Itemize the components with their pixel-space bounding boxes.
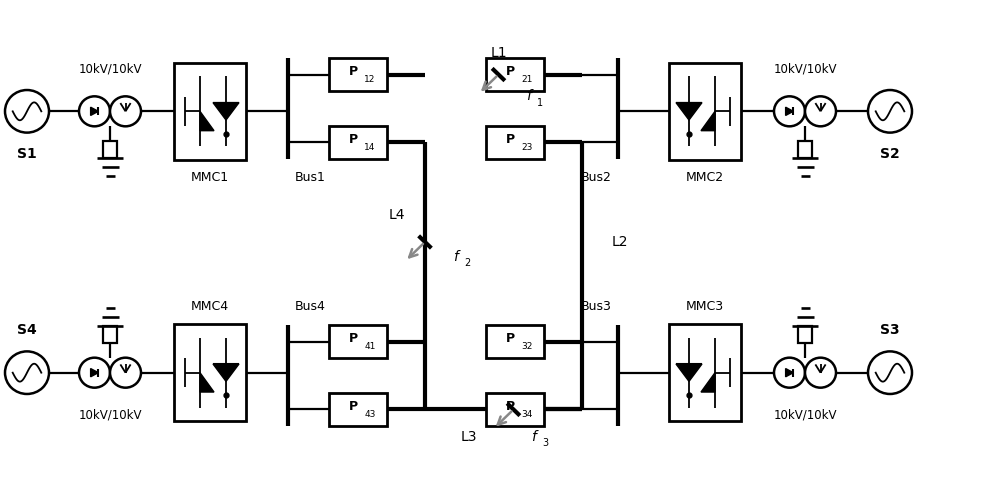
Circle shape <box>79 96 110 126</box>
Text: 41: 41 <box>364 342 376 351</box>
Polygon shape <box>701 373 715 392</box>
Text: 14: 14 <box>364 143 376 151</box>
Bar <box>174 324 246 421</box>
Bar <box>103 326 117 343</box>
Circle shape <box>805 358 836 388</box>
Bar <box>103 141 117 158</box>
Text: f: f <box>453 250 457 263</box>
Text: MMC2: MMC2 <box>686 171 724 183</box>
Bar <box>329 58 387 91</box>
Circle shape <box>79 358 110 388</box>
Bar <box>329 126 387 159</box>
Circle shape <box>110 96 141 126</box>
Circle shape <box>868 90 912 133</box>
Polygon shape <box>213 103 239 120</box>
Text: MMC1: MMC1 <box>191 171 229 183</box>
Polygon shape <box>213 364 239 381</box>
Text: MMC4: MMC4 <box>191 301 229 313</box>
Text: S4: S4 <box>17 323 37 337</box>
Circle shape <box>5 90 49 133</box>
Text: 10kV/10kV: 10kV/10kV <box>773 408 837 421</box>
Text: f: f <box>531 430 536 443</box>
Bar <box>329 393 387 426</box>
Bar <box>329 325 387 358</box>
Text: 2: 2 <box>464 258 470 268</box>
Text: MMC3: MMC3 <box>686 301 724 313</box>
Text: 3: 3 <box>542 439 549 448</box>
Text: S2: S2 <box>880 147 900 161</box>
Text: P: P <box>505 400 515 413</box>
Text: 43: 43 <box>364 410 376 419</box>
Bar <box>669 63 741 160</box>
Text: Bus2: Bus2 <box>581 171 611 183</box>
Text: L2: L2 <box>612 235 628 249</box>
Text: P: P <box>505 133 515 146</box>
Text: Bus4: Bus4 <box>295 301 325 313</box>
Circle shape <box>5 351 49 394</box>
Text: 21: 21 <box>521 75 533 84</box>
Polygon shape <box>91 368 98 377</box>
Text: 10kV/10kV: 10kV/10kV <box>773 63 837 76</box>
Bar <box>798 326 812 343</box>
Text: P: P <box>348 333 358 345</box>
Text: P: P <box>505 333 515 345</box>
Bar <box>486 325 544 358</box>
Circle shape <box>774 96 805 126</box>
Bar <box>669 324 741 421</box>
Text: P: P <box>348 133 358 146</box>
Polygon shape <box>200 111 214 131</box>
Polygon shape <box>676 364 702 381</box>
Polygon shape <box>701 111 715 131</box>
Circle shape <box>110 358 141 388</box>
Text: L4: L4 <box>389 208 405 222</box>
Polygon shape <box>200 373 214 392</box>
Bar <box>486 393 544 426</box>
Polygon shape <box>91 107 98 116</box>
Circle shape <box>805 96 836 126</box>
Text: S3: S3 <box>880 323 900 337</box>
Text: Bus1: Bus1 <box>295 171 325 183</box>
Text: L3: L3 <box>460 430 477 443</box>
Text: Bus3: Bus3 <box>581 301 611 313</box>
Text: P: P <box>348 65 358 78</box>
Text: 23: 23 <box>521 143 533 151</box>
Polygon shape <box>786 107 793 116</box>
Polygon shape <box>676 103 702 120</box>
Bar <box>798 141 812 158</box>
Text: L1: L1 <box>490 46 507 60</box>
Text: 1: 1 <box>537 98 544 107</box>
Text: 12: 12 <box>364 75 376 84</box>
Bar <box>174 63 246 160</box>
Bar <box>486 126 544 159</box>
Text: 32: 32 <box>521 342 533 351</box>
Text: P: P <box>348 400 358 413</box>
Text: 10kV/10kV: 10kV/10kV <box>78 408 142 421</box>
Text: f: f <box>526 89 531 103</box>
Polygon shape <box>786 368 793 377</box>
Text: P: P <box>505 65 515 78</box>
Text: 10kV/10kV: 10kV/10kV <box>78 63 142 76</box>
Text: S1: S1 <box>17 147 37 161</box>
Circle shape <box>774 358 805 388</box>
Text: 34: 34 <box>521 410 533 419</box>
Circle shape <box>868 351 912 394</box>
Bar <box>486 58 544 91</box>
